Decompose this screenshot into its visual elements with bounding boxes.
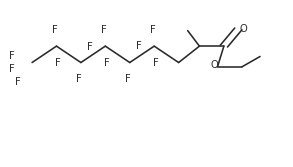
Text: F: F xyxy=(9,64,15,74)
Text: F: F xyxy=(101,25,106,35)
Text: F: F xyxy=(125,74,131,84)
Text: O: O xyxy=(239,24,247,34)
Text: O: O xyxy=(211,60,219,70)
Text: F: F xyxy=(153,57,159,67)
Text: F: F xyxy=(149,25,155,35)
Text: F: F xyxy=(136,41,142,51)
Text: F: F xyxy=(104,57,110,67)
Text: F: F xyxy=(52,25,57,35)
Text: F: F xyxy=(9,51,15,61)
Text: F: F xyxy=(15,77,21,87)
Text: F: F xyxy=(76,74,82,84)
Text: F: F xyxy=(55,57,61,67)
Text: F: F xyxy=(87,42,93,52)
